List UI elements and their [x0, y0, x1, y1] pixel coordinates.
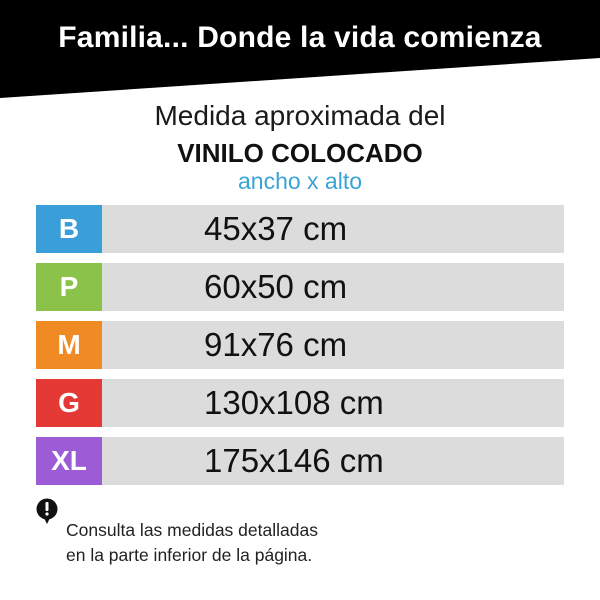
size-row-m: M 91x76 cm [36, 321, 564, 369]
size-row-xl: XL 175x146 cm [36, 437, 564, 485]
size-badge-xl: XL [36, 437, 102, 485]
info-note-line2: en la parte inferior de la página. [66, 545, 313, 565]
size-badge-b: B [36, 205, 102, 253]
info-note-line1: Consulta las medidas detalladas [66, 520, 318, 540]
info-icon [36, 498, 58, 524]
size-row-b: B 45x37 cm [36, 205, 564, 253]
info-note: Consulta las medidas detalladas en la pa… [66, 518, 318, 568]
size-row-bar [96, 205, 564, 253]
size-row-bar [96, 437, 564, 485]
size-badge-p: P [36, 263, 102, 311]
size-value-m: 91x76 cm [204, 326, 348, 363]
size-value-b: 45x37 cm [204, 210, 348, 247]
size-row-g: G 130x108 cm [36, 379, 564, 427]
size-value-xl: 175x146 cm [204, 442, 384, 479]
heading-line1: Medida aproximada del [154, 100, 446, 131]
heading-line3: ancho x alto [237, 168, 363, 194]
size-value-g: 130x108 cm [204, 384, 384, 421]
size-row-p: P 60x50 cm [36, 263, 564, 311]
size-value-p: 60x50 cm [204, 268, 348, 305]
heading-line2: VINILO COLOCADO [177, 138, 423, 168]
size-row-bar [96, 263, 564, 311]
size-row-bar [96, 321, 564, 369]
size-badge-g: G [36, 379, 102, 427]
banner-title: Familia... Donde la vida comienza [58, 21, 542, 54]
header-banner: Familia... Donde la vida comienza [0, 0, 600, 98]
banner-background [0, 0, 600, 98]
size-table: B 45x37 cm P 60x50 cm M 91x76 cm G 130x1… [36, 205, 564, 495]
size-badge-m: M [36, 321, 102, 369]
size-row-bar [96, 379, 564, 427]
